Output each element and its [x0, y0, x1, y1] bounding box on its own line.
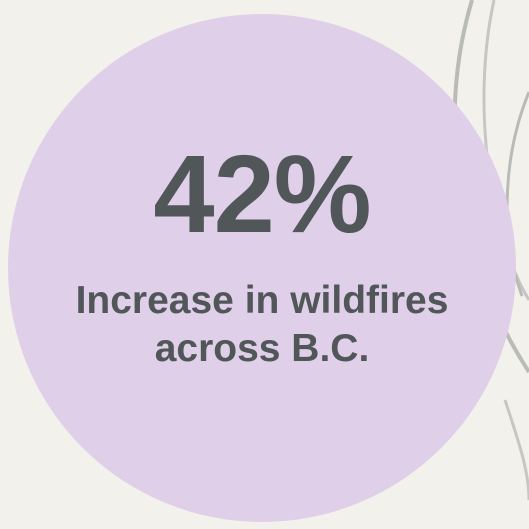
stat-caption-line-1: Increase in wildfires — [75, 279, 449, 322]
stat-caption: Increase in wildfires across B.C. — [8, 277, 516, 373]
stat-caption-line-2: across B.C. — [154, 327, 370, 370]
stat-card: 42% Increase in wildfires across B.C. — [8, 14, 516, 522]
stat-value: 42% — [153, 133, 371, 256]
stat-circle — [8, 14, 516, 522]
